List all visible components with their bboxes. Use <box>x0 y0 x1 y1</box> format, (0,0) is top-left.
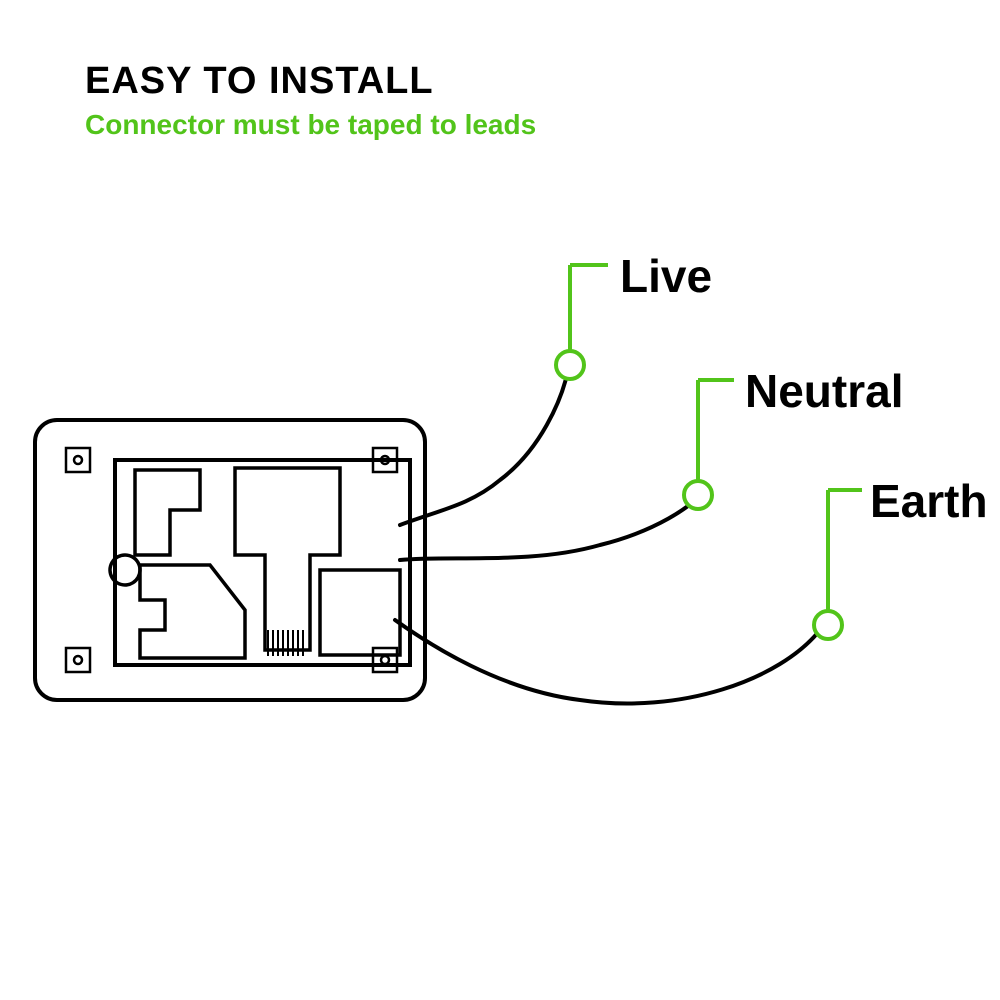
callout-circle-live <box>556 351 584 379</box>
label-neutral: Neutral <box>745 364 903 418</box>
callout-circle-earth <box>814 611 842 639</box>
wiring-diagram <box>0 0 1000 1000</box>
callout-circle-neutral <box>684 481 712 509</box>
label-live: Live <box>620 249 712 303</box>
label-earth: Earth <box>870 474 988 528</box>
wire-earth <box>395 620 820 704</box>
wire-neutral <box>400 498 698 560</box>
